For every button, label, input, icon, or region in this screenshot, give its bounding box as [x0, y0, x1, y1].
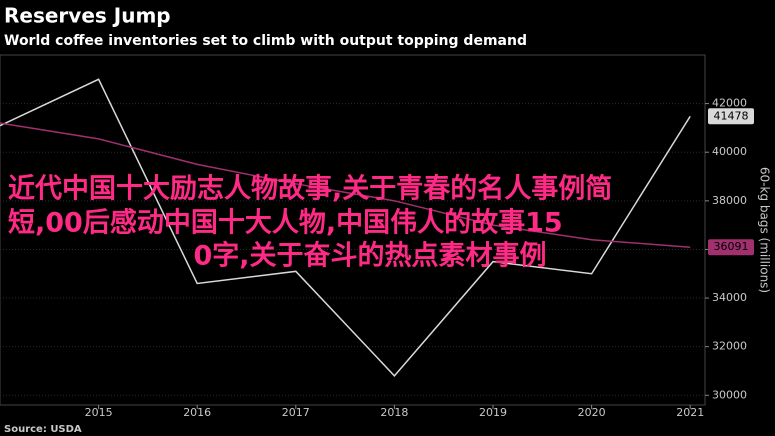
- y-tick-label: 30000: [712, 388, 747, 401]
- x-tick-label: 2015: [85, 406, 113, 419]
- y-tick-label: 38000: [712, 194, 747, 207]
- y-tick-label: 34000: [712, 291, 747, 304]
- y-tick-label: 42000: [712, 97, 747, 110]
- source: Source: USDA: [4, 424, 82, 435]
- x-tick-label: 2016: [183, 406, 211, 419]
- x-tick-label: 2019: [479, 406, 507, 419]
- chart-subtitle: World coffee inventories set to climb wi…: [4, 33, 527, 49]
- x-tick-label: 2020: [578, 406, 606, 419]
- overlay-text: 短,00后感动中国十大人物,中国伟人的故事15: [8, 207, 563, 239]
- overlay-text: 0字,关于奋斗的热点素材事例: [193, 240, 546, 272]
- value-label: 36091: [714, 240, 749, 253]
- plot-frame: [0, 54, 706, 406]
- value-label: 41478: [714, 109, 749, 122]
- chart-title: Reserves Jump: [4, 4, 171, 28]
- value-label-box: [708, 239, 754, 256]
- data-line: [0, 78, 691, 377]
- y-axis-label: 60-kg bags (millions): [758, 167, 772, 293]
- value-label-box: [708, 108, 754, 125]
- overlay-text: 近代中国十大励志人物故事,关于青春的名人事例简: [8, 173, 612, 205]
- x-tick-label: 2021: [676, 406, 704, 419]
- x-tick-label: 2018: [380, 406, 408, 419]
- x-tick-label: 2017: [282, 406, 310, 419]
- data-line: [0, 122, 691, 248]
- y-tick-label: 32000: [712, 340, 747, 353]
- y-tick-label: 40000: [712, 145, 747, 158]
